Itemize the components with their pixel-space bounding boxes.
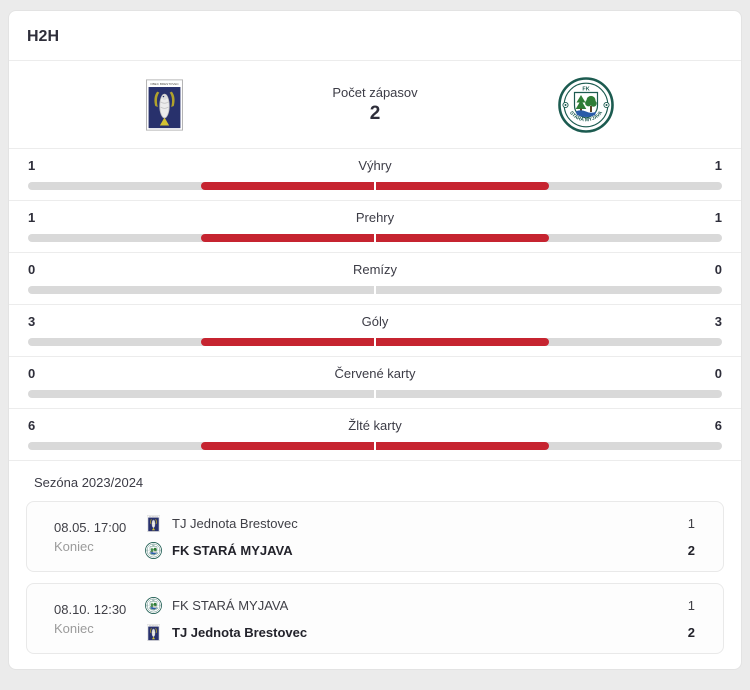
brestovec-crest-icon	[145, 624, 162, 641]
team-score: 2	[687, 542, 695, 558]
stat-home-value: 1	[28, 158, 36, 173]
stat-away-value: 1	[714, 158, 722, 173]
stat-label: Góly	[361, 314, 389, 329]
stat-label: Remízy	[352, 262, 398, 277]
stat-row-goals: 3 Góly 3	[9, 305, 741, 357]
match-status: Koniec	[54, 538, 94, 554]
team-score: 1	[687, 597, 695, 613]
match-card[interactable]: 08.05. 17:00 Koniec TJ Jednota Brestovec…	[26, 501, 724, 572]
stat-home-value: 1	[28, 210, 36, 225]
stat-away-value: 1	[714, 210, 722, 225]
stat-row-losses: 1 Prehry 1	[9, 201, 741, 253]
match-date-col: 08.10. 12:30 Koniec	[27, 602, 145, 636]
summary-row: Počet zápasov 2	[9, 61, 741, 149]
stat-home-value: 6	[28, 418, 36, 433]
myjava-crest-icon	[145, 597, 162, 614]
match-date: 08.05. 17:00	[54, 519, 127, 535]
stat-bar	[28, 234, 722, 242]
stat-away-value: 0	[714, 366, 722, 381]
stat-bar	[28, 338, 722, 346]
stat-bar	[28, 442, 722, 450]
stat-home-value: 0	[28, 262, 36, 277]
myjava-crest-icon	[145, 542, 162, 559]
stat-bar	[28, 286, 722, 294]
team-name: TJ Jednota Brestovec	[172, 624, 308, 640]
brestovec-crest-icon	[145, 515, 162, 532]
team-name: TJ Jednota Brestovec	[172, 515, 298, 531]
matches-count-label: Počet zápasov	[332, 85, 418, 100]
stat-label: Prehry	[355, 210, 395, 225]
matches-count: Počet zápasov 2	[320, 85, 430, 125]
stat-away-value: 0	[714, 262, 722, 277]
stat-away-value: 6	[714, 418, 722, 433]
stat-home-value: 3	[28, 314, 36, 329]
stat-label: Červené karty	[334, 366, 416, 381]
stat-bar	[28, 182, 722, 190]
home-team-logo	[9, 79, 320, 131]
match-date: 08.10. 12:30	[54, 601, 127, 617]
stat-away-value: 3	[714, 314, 722, 329]
team-score: 2	[687, 624, 695, 640]
stat-row-yellow-cards: 6 Žlté karty 6	[9, 409, 741, 461]
stat-label: Žlté karty	[348, 418, 402, 433]
myjava-crest-icon	[558, 77, 614, 133]
team-row: TJ Jednota Brestovec 1	[145, 513, 723, 533]
stat-row-draws: 0 Remízy 0	[9, 253, 741, 305]
match-date-col: 08.05. 17:00 Koniec	[27, 520, 145, 554]
season-label: Sezóna 2023/2024	[34, 475, 144, 490]
brestovec-crest-icon	[146, 79, 183, 131]
match-card[interactable]: 08.10. 12:30 Koniec FK STARÁ MYJAVA 1 TJ…	[26, 583, 724, 654]
team-row: FK STARÁ MYJAVA 2	[145, 540, 723, 560]
stat-label: Výhry	[358, 158, 392, 173]
stat-bar	[28, 390, 722, 398]
match-status: Koniec	[54, 620, 94, 636]
h2h-header: H2H	[9, 11, 741, 61]
team-score: 1	[687, 515, 695, 531]
h2h-title: H2H	[27, 28, 60, 45]
away-team-logo	[430, 77, 741, 133]
h2h-panel: H2H Počet zápasov 2 1 Výhry 1	[8, 10, 742, 670]
matches-count-value: 2	[369, 103, 381, 124]
season-section: Sezóna 2023/2024 08.05. 17:00 Koniec TJ …	[9, 461, 741, 669]
stat-row-wins: 1 Výhry 1	[9, 149, 741, 201]
stat-row-red-cards: 0 Červené karty 0	[9, 357, 741, 409]
team-name: FK STARÁ MYJAVA	[172, 597, 289, 613]
team-name: FK STARÁ MYJAVA	[172, 542, 293, 558]
team-row: TJ Jednota Brestovec 2	[145, 622, 723, 642]
stat-home-value: 0	[28, 366, 36, 381]
team-row: FK STARÁ MYJAVA 1	[145, 595, 723, 615]
